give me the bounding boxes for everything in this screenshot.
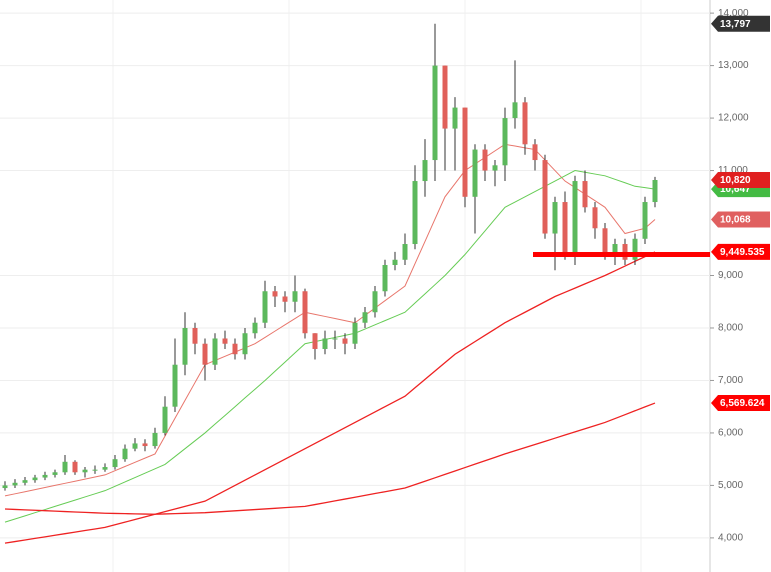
candle-body	[402, 244, 408, 260]
candle-body	[182, 327, 188, 365]
candle-body	[652, 179, 658, 203]
candle-body	[432, 65, 438, 161]
y-tick-label: 13,000	[718, 60, 749, 71]
candle-body	[22, 480, 28, 483]
candle-body	[512, 102, 518, 119]
candle-body	[142, 443, 148, 447]
candle-body	[212, 338, 218, 365]
candle-body	[122, 448, 128, 460]
candle-body	[602, 228, 608, 255]
y-tick-label: 4,000	[718, 533, 743, 544]
candle-body	[242, 333, 248, 355]
moving-average	[4, 402, 656, 515]
y-tick-label: 12,000	[718, 113, 749, 124]
candle-body	[262, 291, 268, 323]
price-tag-label: 6,569.624	[720, 398, 765, 409]
price-tag	[711, 171, 770, 188]
y-tick-label: 8,000	[718, 323, 743, 334]
candle-body	[102, 467, 108, 470]
candle-body	[482, 149, 488, 171]
price-tag-label: 13,797	[720, 19, 751, 30]
price-tag	[711, 243, 770, 260]
moving-average	[4, 251, 656, 544]
candle-body	[362, 312, 368, 323]
candle-body	[152, 432, 158, 447]
y-tick-label: 5,000	[718, 480, 743, 491]
y-tick-label: 14,000	[718, 8, 749, 19]
candle-body	[72, 461, 78, 473]
candle-body	[332, 338, 338, 340]
candle-body	[462, 107, 468, 197]
candle-body	[82, 469, 88, 473]
y-tick-label: 7,000	[718, 375, 743, 386]
candle-body	[502, 118, 508, 166]
candle-body	[222, 338, 228, 344]
price-tag-label: 9,449.535	[720, 247, 765, 258]
price-tag-label: 10,820	[720, 175, 751, 186]
candle-body	[372, 291, 378, 313]
candle-body	[532, 144, 538, 161]
candle-body	[112, 459, 118, 468]
candle-body	[62, 461, 68, 473]
candle-body	[552, 202, 558, 234]
y-tick-label: 9,000	[718, 270, 743, 281]
candle-body	[382, 265, 388, 292]
candle-body	[522, 102, 528, 145]
candle-body	[422, 160, 428, 182]
price-tag	[711, 395, 770, 412]
candle-body	[252, 322, 258, 334]
candle-body	[292, 291, 298, 302]
y-tick-label: 6,000	[718, 428, 743, 439]
candle-body	[42, 474, 48, 478]
candle-body	[442, 65, 448, 129]
price-tag	[711, 211, 770, 228]
price-tag	[711, 15, 770, 32]
candle-body	[52, 472, 58, 475]
candle-body	[282, 296, 288, 302]
vertical-grid	[112, 0, 642, 572]
candle-body	[572, 181, 578, 255]
candle-body	[642, 202, 648, 239]
candle-body	[452, 107, 458, 129]
price-tag-label: 10,068	[720, 215, 751, 226]
candle-body	[322, 338, 328, 349]
candle-body	[352, 322, 358, 344]
candle-body	[392, 259, 398, 266]
y-tick-label: 11,000	[718, 165, 748, 176]
candle-body	[582, 181, 588, 208]
candle-body	[472, 149, 478, 197]
candle-body	[612, 244, 618, 255]
candle-body	[92, 469, 98, 471]
candle-body	[272, 291, 278, 297]
candle-body	[412, 181, 418, 245]
candle-body	[12, 482, 18, 486]
candle-body	[632, 238, 638, 260]
candle-body	[202, 343, 208, 365]
candle-body	[162, 406, 168, 433]
candle-body	[2, 485, 8, 489]
candle-body	[562, 202, 568, 255]
candle-body	[622, 244, 628, 260]
candle-body	[312, 333, 318, 349]
candle-body	[542, 160, 548, 234]
candle-body	[592, 207, 598, 229]
candle-body	[32, 477, 38, 481]
candle-body	[192, 327, 198, 344]
candle-body	[232, 343, 238, 355]
candle-body	[172, 364, 178, 407]
candle-body	[492, 165, 498, 171]
candle-body	[132, 443, 138, 449]
price-tag-label: 10,647	[720, 184, 751, 195]
candle-body	[342, 338, 348, 344]
candle-body	[302, 291, 308, 334]
